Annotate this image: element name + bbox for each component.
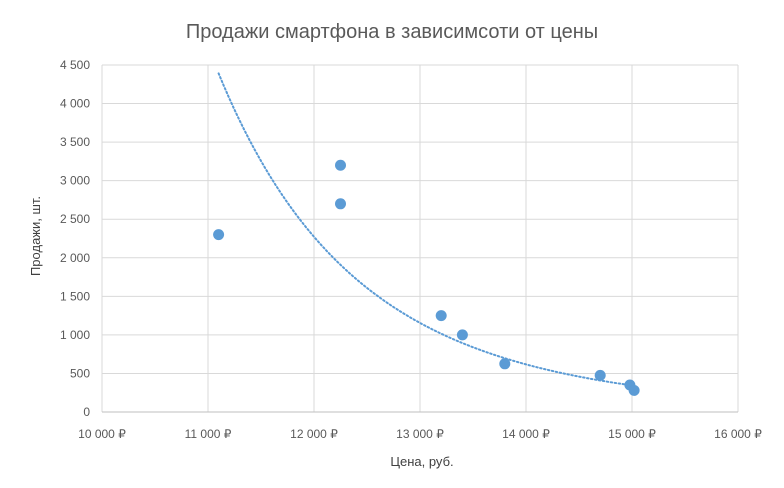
y-tick-label: 4 000 xyxy=(60,97,90,111)
x-tick-label: 13 000 ₽ xyxy=(396,427,444,441)
gridlines xyxy=(101,64,739,412)
chart-title: Продажи смартфона в зависимсоти от цены xyxy=(186,21,598,43)
axes: 0 500 1 000 1 500 2 000 2 500 3 000 3 500 4 000 4… xyxy=(60,58,762,441)
y-tick-label: 1 000 xyxy=(60,328,90,342)
data-point xyxy=(499,358,511,370)
data-point xyxy=(435,310,447,322)
data-point xyxy=(335,198,346,210)
x-tick-label: 15 000 ₽ xyxy=(608,427,656,441)
y-tick-label: 4 500 xyxy=(60,58,90,72)
x-axis-label: Цена, руб. xyxy=(390,454,453,469)
y-tick-label: 3 500 xyxy=(60,135,90,149)
y-axis-label: Продажи, шт. xyxy=(28,196,43,276)
x-tick-label: 12 000 ₽ xyxy=(290,427,338,441)
y-tick-label: 500 xyxy=(70,366,90,380)
data-point xyxy=(213,229,225,241)
y-tick-label: 2 500 xyxy=(60,212,90,226)
x-tick-label: 11 000 ₽ xyxy=(185,427,232,441)
y-tick-label: 3 000 xyxy=(60,174,90,188)
x-tick-label: 14 000 ₽ xyxy=(502,427,550,441)
data-points xyxy=(213,159,640,396)
data-point xyxy=(628,384,640,396)
data-point xyxy=(456,329,468,341)
y-tick-label: 2 000 xyxy=(60,251,90,265)
data-point xyxy=(594,369,606,381)
x-tick-label: 16 000 ₽ xyxy=(714,427,762,441)
data-point xyxy=(335,159,346,171)
y-tick-label: 1 500 xyxy=(60,289,90,303)
x-tick-label: 10 000 ₽ xyxy=(78,427,126,441)
trendline xyxy=(217,72,633,387)
y-tick-label: 0 xyxy=(83,405,90,419)
power-trendline xyxy=(217,72,633,387)
